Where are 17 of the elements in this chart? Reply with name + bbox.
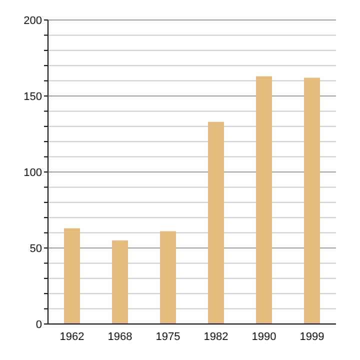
x-tick-label: 1982 <box>204 330 228 343</box>
x-tick-label: 1968 <box>108 330 132 343</box>
x-tick-label: 1990 <box>252 330 276 343</box>
x-tick-label: 1962 <box>60 330 84 343</box>
y-tick-label: 50 <box>30 242 42 255</box>
bar <box>304 78 320 324</box>
y-tick-label: 100 <box>24 166 42 179</box>
y-tick-label: 150 <box>24 90 42 103</box>
y-tick-label: 200 <box>24 14 42 27</box>
x-tick-label: 1975 <box>156 330 180 343</box>
bar <box>112 240 128 324</box>
y-tick-label: 0 <box>36 318 42 331</box>
bar <box>208 122 224 324</box>
bar <box>160 231 176 324</box>
x-tick-label: 1999 <box>300 330 324 343</box>
bar <box>256 76 272 324</box>
bar <box>64 228 80 324</box>
